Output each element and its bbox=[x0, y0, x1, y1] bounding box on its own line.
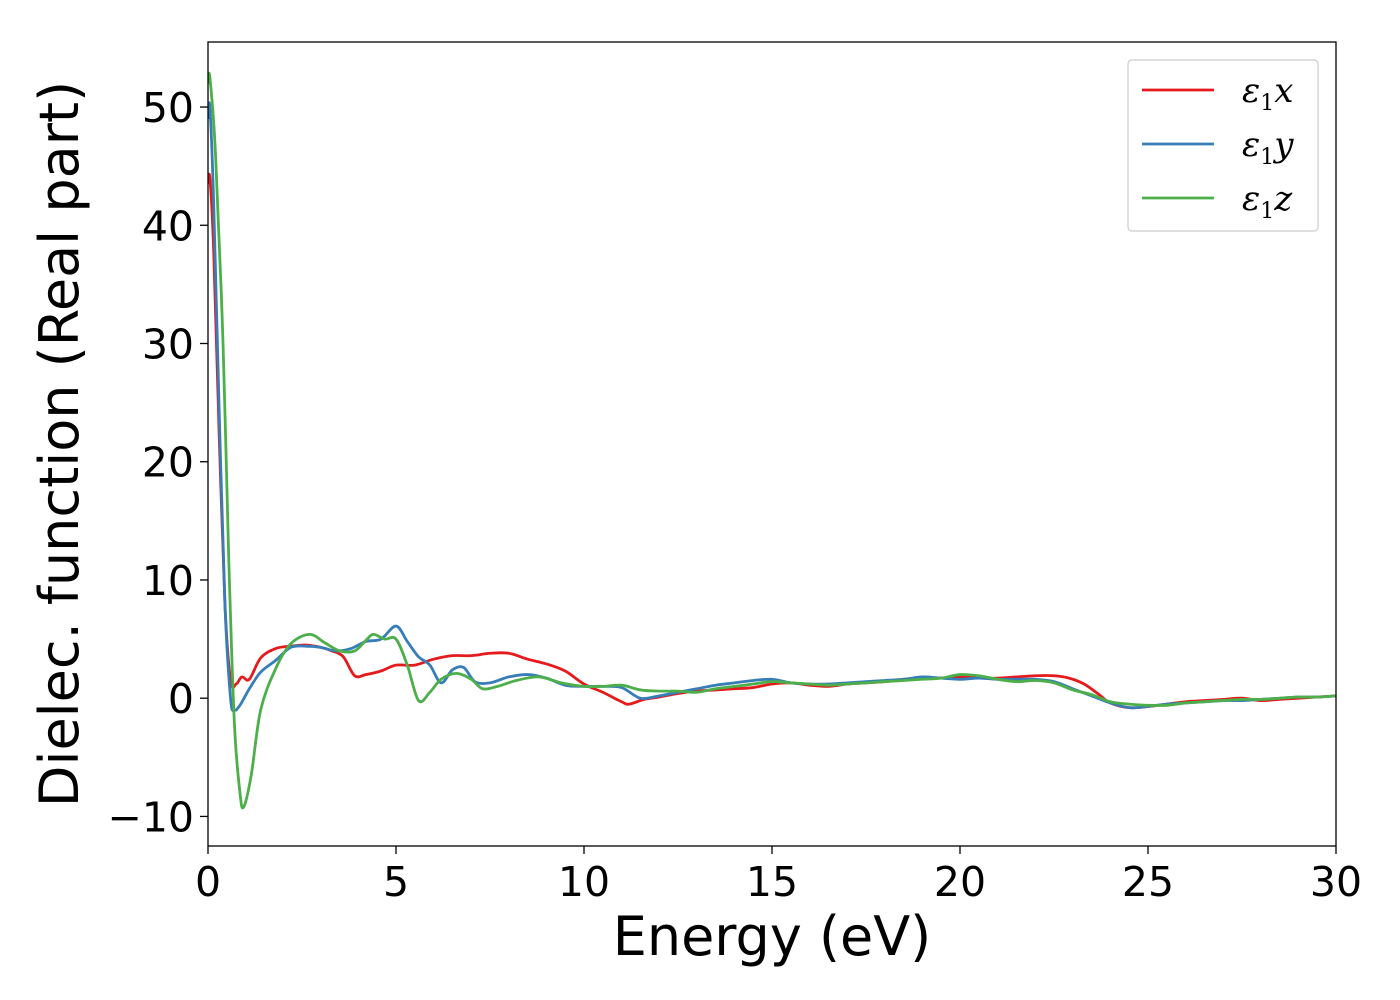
y-tick-label: 50 bbox=[142, 84, 194, 132]
y-tick-label: −10 bbox=[107, 793, 194, 841]
y-tick-label: 20 bbox=[142, 439, 194, 487]
x-tick-label: 30 bbox=[1310, 858, 1362, 906]
series-line-x bbox=[208, 172, 1336, 710]
x-tick-label: 20 bbox=[934, 858, 986, 906]
legend-label: ε1y bbox=[1242, 125, 1294, 170]
legend: ε1x ε1y ε1z bbox=[1127, 59, 1319, 232]
series-layer bbox=[208, 71, 1336, 810]
x-tick-label: 25 bbox=[1122, 858, 1174, 906]
y-tick-label: 10 bbox=[142, 557, 194, 605]
legend-label: ε1z bbox=[1242, 179, 1293, 224]
series-line-z bbox=[208, 71, 1336, 810]
legend-item-z: ε1z bbox=[1142, 179, 1293, 224]
x-tick-label: 5 bbox=[383, 858, 409, 906]
x-tick-label: 0 bbox=[195, 858, 221, 906]
y-tick-label: 30 bbox=[142, 321, 194, 369]
x-tick-label: 15 bbox=[746, 858, 798, 906]
legend-box bbox=[1127, 59, 1319, 232]
legend-label: ε1x bbox=[1242, 71, 1293, 116]
y-axis-title: Dielec. function (Real part) bbox=[28, 81, 91, 807]
x-tick-label: 10 bbox=[558, 858, 610, 906]
y-tick-label: 40 bbox=[142, 202, 194, 250]
legend-item-y: ε1y bbox=[1142, 125, 1294, 170]
y-tick-label: 0 bbox=[168, 675, 194, 723]
legend-item-x: ε1x bbox=[1142, 71, 1293, 116]
x-axis-title: Energy (eV) bbox=[613, 905, 932, 968]
